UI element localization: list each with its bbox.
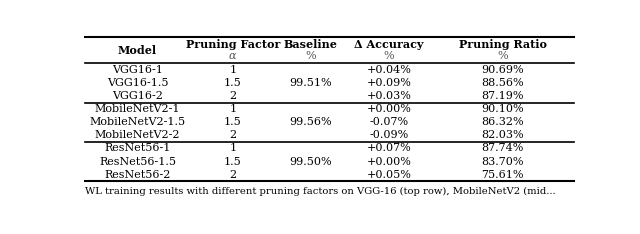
Text: +0.00%: +0.00% bbox=[367, 157, 412, 167]
Text: +0.09%: +0.09% bbox=[367, 78, 412, 88]
Text: 1: 1 bbox=[229, 65, 236, 75]
Text: %: % bbox=[384, 51, 394, 62]
Text: Model: Model bbox=[118, 45, 157, 56]
Text: VGG16-2: VGG16-2 bbox=[112, 91, 163, 101]
Text: +0.07%: +0.07% bbox=[367, 143, 412, 154]
Text: 99.50%: 99.50% bbox=[290, 157, 332, 167]
Text: MobileNetV2-2: MobileNetV2-2 bbox=[95, 130, 180, 140]
Text: 90.69%: 90.69% bbox=[481, 65, 524, 75]
Text: 99.51%: 99.51% bbox=[290, 78, 332, 88]
Text: 1.5: 1.5 bbox=[224, 157, 242, 167]
Text: +0.00%: +0.00% bbox=[367, 104, 412, 114]
Text: VGG16-1.5: VGG16-1.5 bbox=[107, 78, 168, 88]
Text: +0.05%: +0.05% bbox=[367, 170, 412, 180]
Text: WL training results with different pruning factors on VGG-16 (top row), MobileNe: WL training results with different pruni… bbox=[85, 187, 556, 196]
Text: Δ Accuracy: Δ Accuracy bbox=[355, 39, 424, 50]
Text: Pruning Factor: Pruning Factor bbox=[186, 39, 280, 50]
Text: 86.32%: 86.32% bbox=[481, 117, 524, 127]
Text: α: α bbox=[229, 51, 237, 62]
Text: 83.70%: 83.70% bbox=[481, 157, 524, 167]
Text: ResNet56-2: ResNet56-2 bbox=[104, 170, 171, 180]
Text: 88.56%: 88.56% bbox=[481, 78, 524, 88]
Text: ResNet56-1.5: ResNet56-1.5 bbox=[99, 157, 176, 167]
Text: -0.07%: -0.07% bbox=[369, 117, 409, 127]
Text: MobileNetV2-1: MobileNetV2-1 bbox=[95, 104, 180, 114]
Text: +0.04%: +0.04% bbox=[367, 65, 412, 75]
Text: 82.03%: 82.03% bbox=[481, 130, 524, 140]
Text: MobileNetV2-1.5: MobileNetV2-1.5 bbox=[90, 117, 186, 127]
Text: %: % bbox=[306, 51, 316, 62]
Text: 75.61%: 75.61% bbox=[481, 170, 524, 180]
Text: 1.5: 1.5 bbox=[224, 117, 242, 127]
Text: ResNet56-1: ResNet56-1 bbox=[104, 143, 171, 154]
Text: 2: 2 bbox=[229, 91, 236, 101]
Text: Baseline: Baseline bbox=[284, 39, 338, 50]
Text: 1: 1 bbox=[229, 143, 236, 154]
Text: 2: 2 bbox=[229, 170, 236, 180]
Text: %: % bbox=[497, 51, 508, 62]
Text: 90.10%: 90.10% bbox=[481, 104, 524, 114]
Text: 1.5: 1.5 bbox=[224, 78, 242, 88]
Text: 1: 1 bbox=[229, 104, 236, 114]
Text: Pruning Ratio: Pruning Ratio bbox=[459, 39, 547, 50]
Text: VGG16-1: VGG16-1 bbox=[112, 65, 163, 75]
Text: 87.19%: 87.19% bbox=[481, 91, 524, 101]
Text: -0.09%: -0.09% bbox=[369, 130, 409, 140]
Text: 2: 2 bbox=[229, 130, 236, 140]
Text: +0.03%: +0.03% bbox=[367, 91, 412, 101]
Text: 99.56%: 99.56% bbox=[290, 117, 332, 127]
Text: 87.74%: 87.74% bbox=[481, 143, 524, 154]
